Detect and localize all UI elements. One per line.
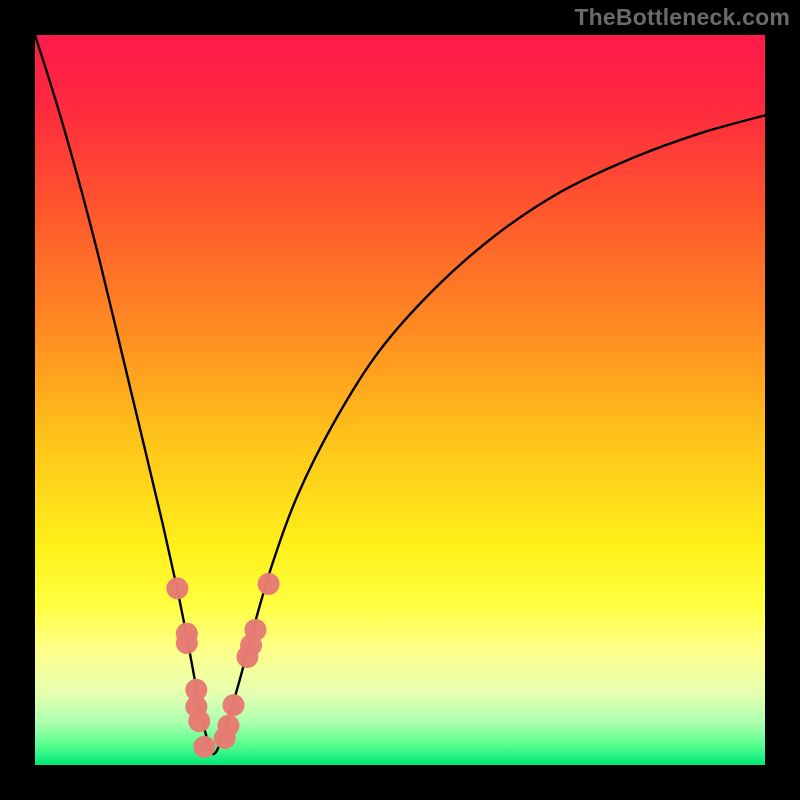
marker-point <box>176 632 198 654</box>
marker-point <box>193 736 215 758</box>
bottleneck-chart <box>0 0 800 800</box>
marker-point <box>244 619 266 641</box>
marker-point <box>217 715 239 737</box>
watermark-text: TheBottleneck.com <box>574 4 790 31</box>
marker-point <box>188 710 210 732</box>
chart-root: TheBottleneck.com <box>0 0 800 800</box>
marker-point <box>166 577 188 599</box>
plot-background <box>35 35 765 765</box>
marker-point <box>258 573 280 595</box>
marker-point <box>223 694 245 716</box>
